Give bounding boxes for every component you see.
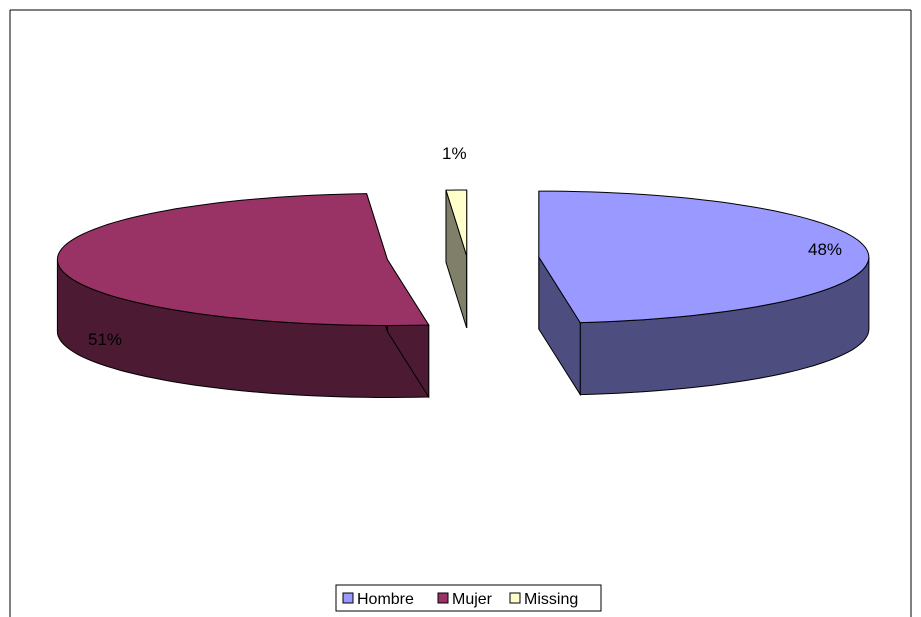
legend: Hombre Mujer Missing — [335, 584, 602, 612]
slice-top-hombre — [538, 190, 870, 324]
legend-swatch-missing — [509, 592, 521, 604]
data-label-mujer: 51% — [88, 330, 122, 349]
data-label-hombre: 48% — [808, 240, 842, 259]
slice-hombre — [538, 190, 870, 397]
slice-mujer — [56, 193, 430, 399]
slices-layer — [56, 189, 870, 399]
legend-label-hombre: Hombre — [357, 591, 414, 608]
slice-top-missing — [445, 189, 468, 257]
labels-layer: 48% 51% 1% — [88, 144, 842, 349]
legend-swatch-hombre — [342, 592, 354, 604]
slice-missing — [445, 189, 468, 329]
slice-top-mujer — [56, 193, 430, 326]
legend-label-missing: Missing — [524, 591, 578, 608]
legend-box — [335, 584, 602, 612]
legend-label-mujer: Mujer — [452, 591, 493, 608]
data-label-missing: 1% — [442, 144, 467, 163]
legend-swatch-mujer — [437, 592, 449, 604]
